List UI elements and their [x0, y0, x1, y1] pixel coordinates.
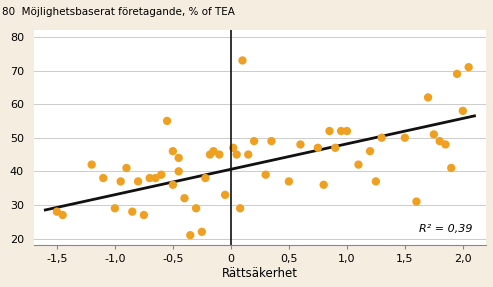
Point: [236, 206, 244, 211]
Point: [198, 230, 206, 234]
Point: [123, 166, 131, 170]
Point: [262, 172, 270, 177]
Point: [169, 183, 177, 187]
Point: [229, 146, 237, 150]
Point: [210, 149, 217, 154]
Point: [169, 149, 177, 154]
Point: [325, 129, 333, 133]
Point: [233, 152, 241, 157]
Point: [206, 152, 214, 157]
Point: [151, 176, 159, 180]
Point: [192, 206, 200, 211]
Point: [331, 146, 339, 150]
Point: [285, 179, 293, 184]
Point: [413, 199, 421, 204]
Point: [442, 142, 450, 147]
Point: [111, 206, 119, 211]
Point: [296, 142, 304, 147]
Point: [268, 139, 276, 144]
Point: [459, 108, 467, 113]
Point: [128, 209, 136, 214]
Point: [180, 196, 188, 201]
Point: [337, 129, 345, 133]
Point: [88, 162, 96, 167]
Point: [314, 146, 322, 150]
Point: [366, 149, 374, 154]
Point: [117, 179, 125, 184]
Point: [447, 166, 455, 170]
Point: [140, 213, 148, 217]
Point: [250, 139, 258, 144]
Point: [245, 152, 252, 157]
Point: [401, 135, 409, 140]
Point: [53, 209, 61, 214]
Point: [134, 179, 142, 184]
Point: [320, 183, 328, 187]
Point: [343, 129, 351, 133]
Text: 80  Möjlighetsbaserat företagande, % of TEA: 80 Möjlighetsbaserat företagande, % of T…: [2, 7, 235, 17]
Point: [59, 213, 67, 217]
Point: [163, 119, 171, 123]
Point: [378, 135, 386, 140]
Point: [175, 169, 182, 174]
Point: [239, 58, 246, 63]
X-axis label: Rättsäkerhet: Rättsäkerhet: [222, 267, 298, 280]
Point: [354, 162, 362, 167]
Point: [186, 233, 194, 237]
Text: R² = 0,39: R² = 0,39: [419, 224, 472, 234]
Point: [175, 156, 182, 160]
Point: [221, 193, 229, 197]
Point: [202, 176, 210, 180]
Point: [465, 65, 473, 69]
Point: [100, 176, 107, 180]
Point: [215, 152, 223, 157]
Point: [157, 172, 165, 177]
Point: [436, 139, 444, 144]
Point: [372, 179, 380, 184]
Point: [453, 71, 461, 76]
Point: [424, 95, 432, 100]
Point: [430, 132, 438, 137]
Point: [146, 176, 154, 180]
